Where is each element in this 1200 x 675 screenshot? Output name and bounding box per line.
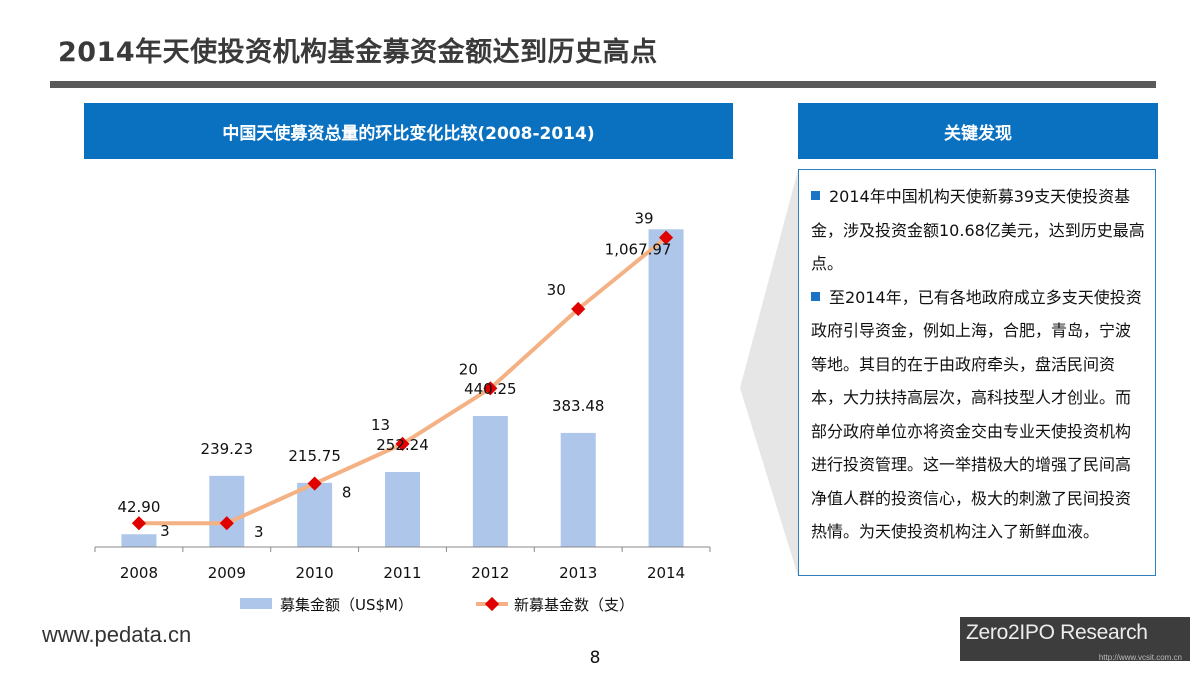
line-value-label: 20 [459, 360, 478, 378]
line-value-label: 30 [547, 281, 566, 299]
bar-value-label: 440.25 [464, 380, 517, 398]
x-tick-label: 2011 [383, 564, 421, 582]
website-url[interactable]: www.pedata.cn [42, 622, 192, 647]
finding-text: 2014年中国机构天使新募39支天使投资基金，涉及投资金额10.68亿美元，达到… [811, 187, 1145, 273]
title-divider [50, 81, 1156, 88]
legend-bar-label: 募集金额（US$M） [280, 596, 413, 614]
square-bullet-icon [811, 291, 820, 301]
line-marker-2008 [131, 516, 146, 531]
x-tick-label: 2009 [208, 564, 246, 582]
line-marker-2013 [571, 301, 586, 317]
finding-item: 至2014年，已有各地政府成立多支天使投资政府引导资金，例如上海，合肥，青岛，宁… [811, 281, 1145, 549]
bar-2012 [472, 416, 508, 547]
bar-value-label: 1,067.97 [605, 240, 672, 258]
line-marker-2009 [219, 516, 234, 531]
legend-bar-swatch [240, 598, 272, 609]
line-value-label: 39 [635, 210, 654, 228]
bar-2009 [209, 475, 245, 547]
logo-url: http://www.vcsit.com.cn [1098, 653, 1182, 662]
callout-wedge [740, 170, 798, 576]
line-value-label: 3 [160, 522, 170, 540]
x-tick-label: 2012 [471, 564, 509, 582]
page-title: 2014年天使投资机构基金募资金额达到历史高点 [58, 37, 658, 68]
bar-value-label: 215.75 [288, 447, 341, 465]
bar-2013 [560, 432, 596, 547]
line-value-label: 13 [371, 416, 390, 434]
zero2ipo-logo: Zero2IPO Research http://www.vcsit.com.c… [960, 617, 1190, 662]
bar-value-label: 383.48 [552, 397, 605, 415]
line-value-label: 8 [342, 484, 352, 502]
bar-2014 [648, 229, 684, 547]
line-marker-2014 [659, 230, 674, 245]
bar-2011 [385, 471, 420, 547]
chart-header: 中国天使募资总量的环比变化比较(2008-2014) [84, 103, 733, 159]
x-tick-label: 2014 [647, 564, 685, 582]
x-tick-label: 2008 [120, 564, 158, 582]
findings-header: 关键发现 [798, 103, 1158, 159]
x-tick-label: 2010 [296, 564, 334, 582]
legend-line-label: 新募基金数（支） [514, 596, 634, 614]
bar-2008 [121, 534, 157, 547]
finding-item: 2014年中国机构天使新募39支天使投资基金，涉及投资金额10.68亿美元，达到… [811, 180, 1145, 281]
finding-text: 至2014年，已有各地政府成立多支天使投资政府引导资金，例如上海，合肥，青岛，宁… [811, 287, 1142, 542]
square-bullet-icon [811, 191, 820, 200]
bar-value-label: 239.23 [201, 440, 254, 458]
line-marker-2011 [395, 436, 410, 451]
legend-line-marker [484, 596, 500, 612]
line-marker-2010 [307, 476, 322, 491]
page-number: 8 [589, 648, 601, 668]
line-marker-2012 [483, 381, 498, 396]
bar-value-label: 252.24 [376, 436, 429, 454]
bar-2010 [297, 482, 333, 547]
bar-value-label: 42.90 [117, 498, 160, 516]
x-tick-label: 2013 [559, 564, 597, 582]
logo-text: Zero2IPO Research [966, 621, 1148, 644]
line-value-label: 3 [254, 523, 264, 541]
findings-panel: 2014年中国机构天使新募39支天使投资基金，涉及投资金额10.68亿美元，达到… [798, 169, 1156, 576]
